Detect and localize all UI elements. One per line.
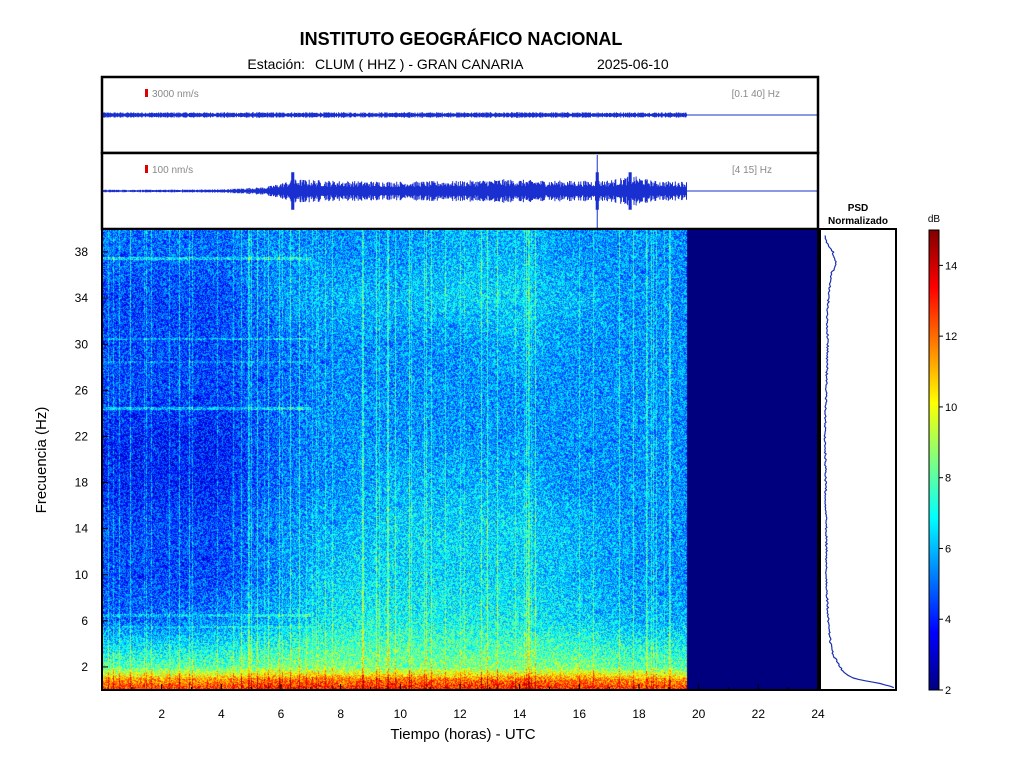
x-axis-label: Tiempo (horas) - UTC xyxy=(390,726,535,743)
colorbar-tick-label: 8 xyxy=(945,473,951,485)
x-tick-label: 6 xyxy=(278,707,285,721)
x-tick-label: 8 xyxy=(337,707,344,721)
trace-band-label: [4 15] Hz xyxy=(732,165,772,176)
y-tick-label: 2 xyxy=(81,660,88,674)
figure-title: INSTITUTO GEOGRÁFICO NACIONAL xyxy=(300,28,623,49)
date-label: 2025-06-10 xyxy=(597,56,669,72)
station-name: CLUM ( HHZ ) - GRAN CANARIA xyxy=(315,56,524,72)
psd-line xyxy=(823,235,895,689)
spectrogram-panel: 2 4 6 8 10 12 14 16 18 20 22 24 261014182226303438 … xyxy=(33,228,825,743)
trace-panel-broadband: 3000 nm/s [0.1 40] Hz xyxy=(100,75,820,155)
y-tick-label: 18 xyxy=(75,476,89,490)
trace-panel-filtered: 100 nm/s [4 15] Hz xyxy=(100,151,820,231)
y-tick-label: 26 xyxy=(75,383,89,397)
y-tick-label: 34 xyxy=(75,291,89,305)
y-tick-label: 10 xyxy=(75,568,89,582)
colorbar-tick-label: 10 xyxy=(945,402,957,414)
colorbar-tick-label: 6 xyxy=(945,543,951,555)
psd-subtitle: Normalizado xyxy=(828,216,888,227)
psd-title: PSD xyxy=(848,203,869,214)
trace-waveform-filtered xyxy=(101,155,818,228)
trace-scale-label: 100 nm/s xyxy=(152,165,193,176)
x-tick-label: 18 xyxy=(632,707,646,721)
y-tick-label: 38 xyxy=(75,245,89,259)
y-tick-label: 6 xyxy=(81,614,88,628)
colorbar-ticks: 2 4 6 8 10 12 14 xyxy=(939,260,957,697)
station-label: Estación: xyxy=(247,56,305,72)
x-tick-label: 16 xyxy=(573,707,587,721)
scale-marker-icon xyxy=(145,89,148,97)
y-tick-label: 22 xyxy=(75,429,89,443)
colorbar-gradient xyxy=(928,229,940,691)
colorbar: dB 2 4 6 8 10 12 14 xyxy=(928,214,957,697)
x-axis-ticks: 2 4 6 8 10 12 14 16 18 20 22 24 xyxy=(131,684,825,721)
x-tick-label: 20 xyxy=(692,707,706,721)
colorbar-tick-label: 2 xyxy=(945,685,951,697)
y-axis-label: Frecuencia (Hz) xyxy=(33,407,50,514)
x-tick-label: 2 xyxy=(158,707,165,721)
psd-panel: PSD Normalizado xyxy=(819,203,897,691)
colorbar-tick-label: 12 xyxy=(945,331,957,343)
x-tick-label: 22 xyxy=(752,707,766,721)
y-tick-label: 30 xyxy=(75,337,89,351)
scale-marker-icon xyxy=(145,165,148,173)
colorbar-unit: dB xyxy=(928,214,941,225)
x-tick-label: 24 xyxy=(811,707,825,721)
x-tick-label: 10 xyxy=(394,707,408,721)
x-tick-label: 12 xyxy=(453,707,467,721)
x-tick-label: 4 xyxy=(218,707,225,721)
colorbar-tick-label: 4 xyxy=(945,614,951,626)
colorbar-tick-label: 14 xyxy=(945,260,957,272)
trace-band-label: [0.1 40] Hz xyxy=(732,89,780,100)
y-tick-label: 14 xyxy=(75,522,89,536)
spectrogram-heatmap xyxy=(102,229,818,690)
x-tick-label: 14 xyxy=(513,707,527,721)
trace-scale-label: 3000 nm/s xyxy=(152,89,199,100)
